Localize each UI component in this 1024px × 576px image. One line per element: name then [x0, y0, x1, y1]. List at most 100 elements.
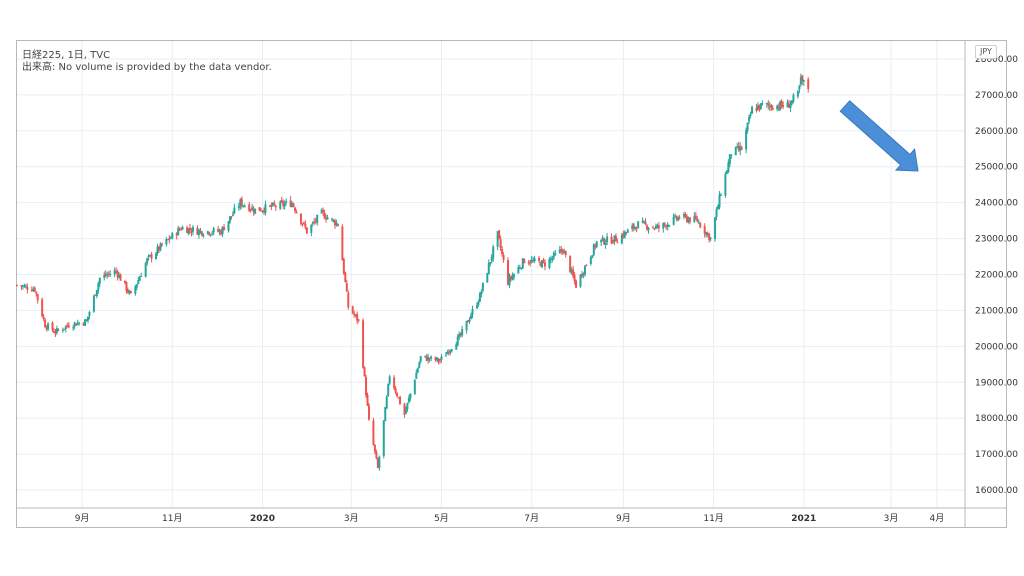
- price-tick-label: 20000.00: [975, 342, 1018, 352]
- candle: [280, 196, 283, 204]
- candle: [85, 318, 88, 322]
- candle-body: [461, 329, 464, 336]
- candle: [552, 251, 555, 261]
- candle-body: [634, 226, 637, 229]
- candle-body: [157, 246, 160, 251]
- candle: [424, 355, 427, 358]
- candle: [436, 357, 439, 363]
- candle-body: [573, 274, 576, 281]
- candle-body: [554, 253, 557, 255]
- candle-body: [274, 205, 277, 208]
- candle: [678, 215, 681, 220]
- candle: [527, 260, 530, 266]
- candle-body: [64, 325, 67, 329]
- candle-body: [84, 319, 87, 326]
- candle-body: [251, 207, 254, 211]
- candle: [780, 99, 783, 109]
- time-tick-label: 9月: [616, 513, 631, 524]
- candle-body: [807, 79, 810, 89]
- candle: [438, 358, 441, 365]
- candle: [685, 214, 688, 224]
- candle-body: [41, 299, 44, 317]
- candle-body: [511, 275, 514, 280]
- candle-body: [373, 444, 376, 452]
- candle-body: [530, 259, 533, 263]
- candle: [715, 207, 718, 221]
- candle-body: [749, 114, 752, 116]
- candle-body: [268, 205, 271, 207]
- candle: [354, 314, 357, 318]
- time-tick-label: 3月: [344, 513, 359, 524]
- candle: [113, 267, 116, 278]
- candle-body: [746, 122, 749, 131]
- candle-body: [243, 205, 246, 207]
- chart-grid: [17, 41, 965, 508]
- candle-body: [580, 274, 583, 277]
- candle-body: [75, 323, 78, 326]
- candle: [217, 225, 220, 233]
- candle-body: [228, 216, 231, 222]
- time-axis[interactable]: 9月 11月 2020 3月 5月 7月 9月 11月 2021 3月 4月: [16, 507, 1007, 524]
- candle-body: [569, 255, 572, 273]
- candle-body: [332, 219, 335, 221]
- candle-body: [357, 319, 360, 321]
- candle: [580, 270, 583, 278]
- candle-body: [382, 420, 385, 456]
- candle: [248, 201, 251, 213]
- candle-body: [107, 273, 110, 275]
- time-tick-label: 2021: [791, 514, 816, 524]
- candle: [397, 397, 400, 399]
- candle: [492, 244, 495, 262]
- candle-body: [512, 273, 515, 278]
- candle: [512, 273, 515, 281]
- candle: [709, 236, 712, 242]
- candle-body: [202, 234, 205, 237]
- candle: [606, 232, 609, 246]
- candle: [647, 226, 650, 234]
- candle-body: [714, 217, 717, 239]
- candle-body: [715, 209, 718, 218]
- candle-body: [197, 230, 200, 236]
- currency-badge[interactable]: JPY: [975, 45, 997, 59]
- candle: [242, 204, 245, 208]
- candle: [24, 283, 27, 289]
- candle-body: [734, 146, 737, 156]
- candle-body: [478, 293, 481, 302]
- candle: [239, 198, 242, 211]
- candle: [777, 103, 780, 112]
- price-axis[interactable]: 16000.00 17000.00 18000.00 19000.00 20000.00…: [964, 41, 1018, 527]
- candle-body: [468, 319, 471, 322]
- candle: [511, 272, 514, 281]
- candle: [295, 209, 298, 214]
- candle: [316, 214, 319, 226]
- candle-body: [116, 271, 119, 277]
- candle: [509, 275, 512, 282]
- candle: [270, 202, 273, 211]
- candle-body: [209, 234, 212, 236]
- candle-body: [644, 221, 647, 225]
- candle: [406, 402, 409, 412]
- candle-body: [385, 396, 388, 409]
- candle: [299, 213, 302, 226]
- candle: [657, 222, 660, 233]
- candle: [135, 284, 138, 291]
- candle-body: [788, 103, 791, 108]
- candle: [575, 279, 578, 289]
- candle: [251, 203, 254, 211]
- candle-body: [802, 80, 805, 82]
- chart-frame[interactable]: [16, 40, 1007, 528]
- candle-body: [675, 216, 678, 220]
- candle-body: [66, 324, 69, 326]
- candle: [404, 406, 407, 414]
- candle: [718, 191, 721, 210]
- candle: [41, 297, 44, 318]
- candle: [407, 394, 410, 404]
- candle: [200, 230, 203, 237]
- candle-body: [237, 206, 240, 209]
- candle-body: [240, 198, 243, 207]
- candle: [365, 374, 368, 398]
- candle-body: [538, 257, 541, 262]
- candle-body: [118, 274, 121, 278]
- candle: [776, 104, 779, 112]
